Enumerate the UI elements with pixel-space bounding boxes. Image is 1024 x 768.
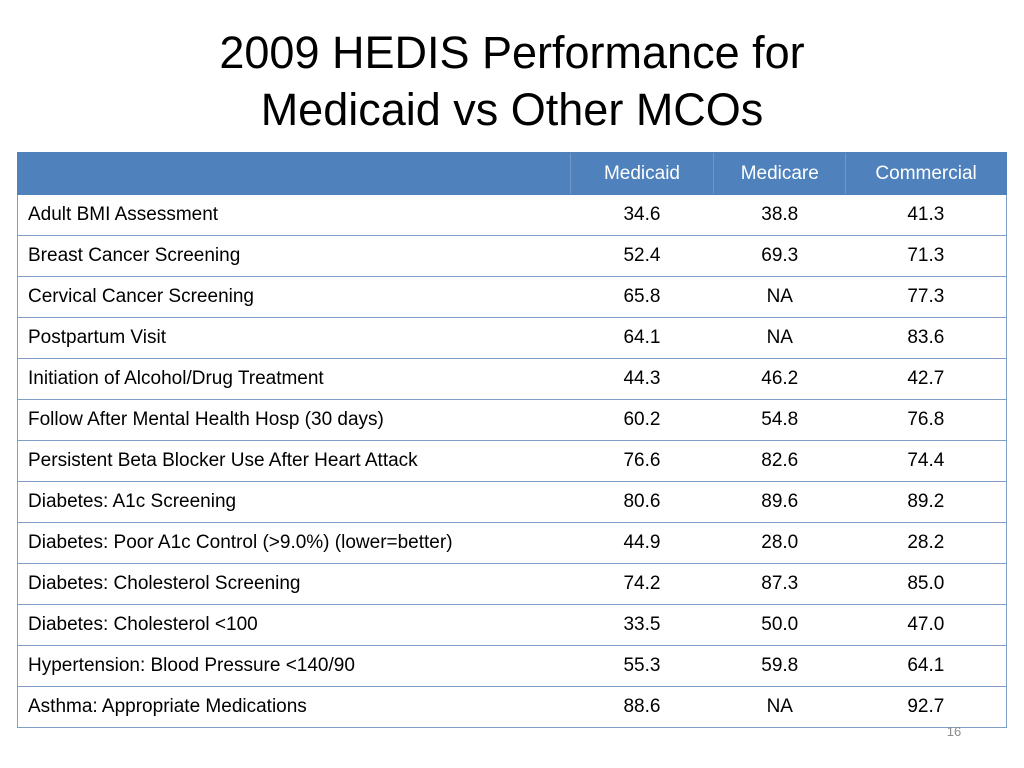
medicaid-cell: 52.4 (570, 235, 714, 277)
medicaid-cell: 76.6 (570, 440, 714, 482)
measure-cell: Breast Cancer Screening (17, 235, 571, 277)
table-row: Postpartum Visit 64.1 NA 83.6 (17, 317, 1007, 359)
column-header-medicare: Medicare (713, 152, 846, 195)
measure-cell: Postpartum Visit (17, 317, 571, 359)
hedis-table: Medicaid Medicare Commercial Adult BMI A… (17, 152, 1007, 728)
commercial-cell: 85.0 (845, 563, 1007, 605)
column-header-commercial: Commercial (845, 152, 1007, 195)
commercial-cell: 28.2 (845, 522, 1007, 564)
commercial-cell: 41.3 (845, 194, 1007, 236)
measure-cell: Diabetes: Poor A1c Control (>9.0%) (lowe… (17, 522, 571, 564)
commercial-cell: 64.1 (845, 645, 1007, 687)
measure-cell: Initiation of Alcohol/Drug Treatment (17, 358, 571, 400)
commercial-cell: 76.8 (845, 399, 1007, 441)
medicaid-cell: 64.1 (570, 317, 714, 359)
commercial-cell: 42.7 (845, 358, 1007, 400)
commercial-cell: 83.6 (845, 317, 1007, 359)
table-row: Diabetes: Poor A1c Control (>9.0%) (lowe… (17, 522, 1007, 564)
commercial-cell: 74.4 (845, 440, 1007, 482)
commercial-cell: 77.3 (845, 276, 1007, 318)
medicare-cell: NA (713, 317, 846, 359)
table-row: Follow After Mental Health Hosp (30 days… (17, 399, 1007, 441)
table-row: Asthma: Appropriate Medications 88.6 NA 92.… (17, 686, 1007, 728)
table-row: Diabetes: A1c Screening 80.6 89.6 89.2 (17, 481, 1007, 523)
medicare-cell: 46.2 (713, 358, 846, 400)
table-row: Cervical Cancer Screening 65.8 NA 77.3 (17, 276, 1007, 318)
measure-cell: Asthma: Appropriate Medications (17, 686, 571, 728)
medicaid-cell: 88.6 (570, 686, 714, 728)
medicare-cell: NA (713, 686, 846, 728)
measure-cell: Persistent Beta Blocker Use After Heart … (17, 440, 571, 482)
slide-title: 2009 HEDIS Performance for Medicaid vs O… (0, 24, 1024, 138)
table-row: Hypertension: Blood Pressure <140/90 55.3… (17, 645, 1007, 687)
measure-cell: Follow After Mental Health Hosp (30 days… (17, 399, 571, 441)
table-header-row: Medicaid Medicare Commercial (17, 152, 1007, 195)
medicaid-cell: 60.2 (570, 399, 714, 441)
medicare-cell: 82.6 (713, 440, 846, 482)
medicaid-cell: 74.2 (570, 563, 714, 605)
table-row: Diabetes: Cholesterol Screening 74.2 87.3 8… (17, 563, 1007, 605)
measure-cell: Hypertension: Blood Pressure <140/90 (17, 645, 571, 687)
medicare-cell: 54.8 (713, 399, 846, 441)
commercial-cell: 47.0 (845, 604, 1007, 646)
page-number: 16 (946, 724, 962, 739)
medicaid-cell: 65.8 (570, 276, 714, 318)
medicare-cell: 28.0 (713, 522, 846, 564)
medicare-cell: 89.6 (713, 481, 846, 523)
medicare-cell: 38.8 (713, 194, 846, 236)
table-row: Initiation of Alcohol/Drug Treatment 44.3… (17, 358, 1007, 400)
slide-title-line-1: 2009 HEDIS Performance for (219, 27, 805, 78)
column-header-measure (17, 152, 571, 195)
measure-cell: Diabetes: Cholesterol Screening (17, 563, 571, 605)
medicare-cell: 50.0 (713, 604, 846, 646)
measure-cell: Cervical Cancer Screening (17, 276, 571, 318)
column-header-medicaid: Medicaid (569, 152, 714, 195)
table-row: Persistent Beta Blocker Use After Heart … (17, 440, 1007, 482)
medicare-cell: 87.3 (713, 563, 846, 605)
medicaid-cell: 33.5 (570, 604, 714, 646)
medicare-cell: 59.8 (713, 645, 846, 687)
commercial-cell: 89.2 (845, 481, 1007, 523)
table-row: Diabetes: Cholesterol <100 33.5 50.0 47.0 (17, 604, 1007, 646)
table-row: Breast Cancer Screening 52.4 69.3 71.3 (17, 235, 1007, 277)
medicaid-cell: 55.3 (570, 645, 714, 687)
table-row: Adult BMI Assessment 34.6 38.8 41.3 (17, 194, 1007, 236)
slide-title-line-2: Medicaid vs Other MCOs (260, 84, 764, 135)
medicaid-cell: 80.6 (570, 481, 714, 523)
medicare-cell: NA (713, 276, 846, 318)
commercial-cell: 92.7 (845, 686, 1007, 728)
table-body: Adult BMI Assessment 34.6 38.8 41.3 Breast C… (17, 194, 1007, 728)
measure-cell: Adult BMI Assessment (17, 194, 571, 236)
medicaid-cell: 44.3 (570, 358, 714, 400)
medicaid-cell: 34.6 (570, 194, 714, 236)
measure-cell: Diabetes: A1c Screening (17, 481, 571, 523)
medicare-cell: 69.3 (713, 235, 846, 277)
commercial-cell: 71.3 (845, 235, 1007, 277)
measure-cell: Diabetes: Cholesterol <100 (17, 604, 571, 646)
medicaid-cell: 44.9 (570, 522, 714, 564)
